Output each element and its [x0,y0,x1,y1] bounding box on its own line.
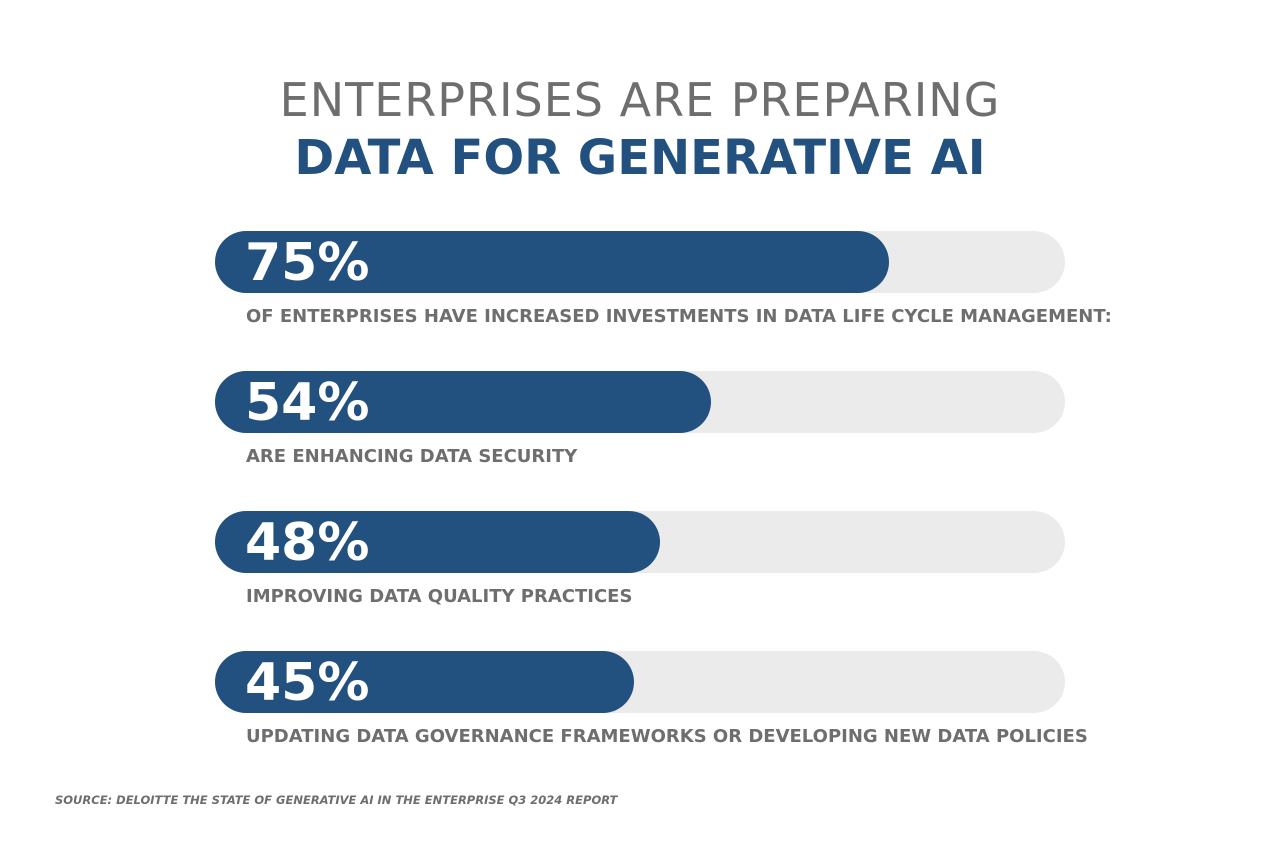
bar-fill [215,651,634,713]
bar-row: 48% IMPROVING DATA QUALITY PRACTICES [215,511,1065,621]
bar-fill [215,511,660,573]
bar-value-label: 54% [245,373,370,433]
chart-title-line2: DATA FOR GENERATIVE AI [294,130,986,186]
bar-fill [215,371,711,433]
bar-row: 45% UPDATING DATA GOVERNANCE FRAMEWORKS O… [215,651,1088,761]
bar-value-label: 48% [245,513,370,573]
bar-fill [215,231,889,293]
source-note: SOURCE: DELOITTE THE STATE OF GENERATIVE… [55,793,618,807]
bar-description: ARE ENHANCING DATA SECURITY [246,446,578,467]
bar-value-label: 45% [245,653,370,713]
bar-value-label: 75% [245,233,370,293]
chart-title-line1: ENTERPRISES ARE PREPARING [279,73,1001,127]
bar-description: UPDATING DATA GOVERNANCE FRAMEWORKS OR D… [246,726,1088,747]
bar-description: OF ENTERPRISES HAVE INCREASED INVESTMENT… [246,306,1112,327]
bar-row: 75% OF ENTERPRISES HAVE INCREASED INVESTM… [215,231,1112,341]
bar-description: IMPROVING DATA QUALITY PRACTICES [246,586,633,607]
bar-row: 54% ARE ENHANCING DATA SECURITY [215,371,1065,481]
